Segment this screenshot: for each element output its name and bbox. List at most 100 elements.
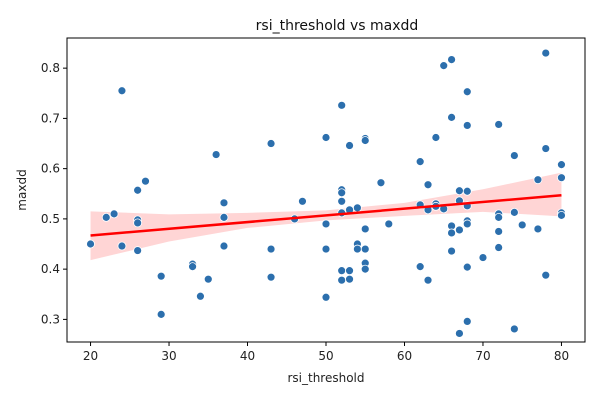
x-axis-ticks: 20 30 40 50 60 70 80: [83, 342, 569, 363]
data-point: [494, 212, 504, 222]
data-point: [337, 100, 347, 110]
data-point: [337, 188, 347, 198]
data-point: [431, 133, 441, 142]
data-point: [188, 262, 197, 272]
data-point: [219, 212, 229, 222]
data-point: [219, 241, 229, 251]
data-point: [494, 120, 504, 129]
y-tick-label: 0.5: [41, 212, 60, 226]
data-point: [455, 329, 464, 338]
data-point: [360, 136, 370, 145]
data-point: [455, 225, 464, 235]
data-point: [141, 176, 150, 186]
data-point: [541, 48, 551, 58]
data-point: [439, 61, 449, 71]
data-point: [86, 239, 95, 249]
data-point: [533, 175, 543, 185]
data-point: [509, 151, 519, 160]
data-point: [133, 218, 143, 228]
x-tick-label: 80: [554, 349, 569, 363]
data-points-layer: [86, 48, 566, 338]
data-point: [345, 274, 354, 284]
data-point: [321, 219, 331, 229]
data-point: [462, 121, 472, 130]
data-point: [509, 324, 519, 334]
data-point: [462, 262, 472, 272]
data-point: [557, 210, 566, 220]
data-point: [345, 141, 354, 150]
data-point: [109, 209, 119, 219]
data-point: [298, 196, 307, 206]
data-point: [117, 86, 127, 96]
regression-line: [90, 194, 562, 237]
data-point: [415, 262, 425, 272]
y-tick-label: 0.8: [41, 61, 60, 75]
data-point: [219, 198, 229, 208]
data-point: [384, 219, 394, 229]
data-point: [266, 272, 276, 282]
data-point: [462, 87, 472, 97]
data-point: [133, 185, 143, 195]
data-point: [337, 196, 347, 206]
data-point: [541, 144, 551, 153]
data-point: [101, 212, 111, 222]
data-point: [462, 186, 472, 196]
data-point: [156, 271, 166, 281]
data-point: [376, 178, 386, 188]
data-point: [447, 112, 456, 122]
y-axis-ticks: 0.3 0.4 0.5 0.6 0.7 0.8: [41, 61, 67, 326]
x-tick-label: 60: [397, 349, 412, 363]
data-point: [360, 224, 370, 234]
x-tick-label: 30: [161, 349, 176, 363]
data-point: [352, 203, 362, 213]
data-point: [337, 275, 347, 285]
data-point: [423, 275, 433, 285]
data-point: [352, 244, 362, 254]
data-point: [360, 244, 370, 254]
data-point: [321, 133, 331, 142]
data-point: [533, 224, 543, 234]
data-point: [455, 186, 464, 196]
data-point: [321, 292, 331, 302]
data-point: [321, 244, 331, 254]
data-point: [266, 139, 276, 148]
data-point: [462, 316, 472, 326]
data-point: [541, 270, 551, 280]
y-tick-label: 0.6: [41, 162, 60, 176]
data-point: [557, 160, 566, 170]
y-tick-label: 0.4: [41, 262, 60, 276]
data-point: [494, 227, 504, 236]
x-tick-label: 50: [318, 349, 333, 363]
x-axis-label: rsi_threshold: [287, 371, 364, 385]
data-point: [462, 219, 472, 229]
x-tick-label: 40: [240, 349, 255, 363]
data-point: [415, 157, 425, 167]
data-point: [117, 241, 127, 251]
data-point: [557, 173, 566, 183]
y-tick-label: 0.7: [41, 111, 60, 125]
data-point: [494, 243, 504, 252]
data-point: [345, 266, 354, 276]
data-point: [337, 266, 347, 276]
data-point: [266, 244, 276, 254]
data-point: [478, 253, 488, 262]
data-point: [423, 180, 433, 190]
regression-line-layer: [90, 194, 562, 237]
data-point: [509, 207, 519, 217]
x-tick-label: 20: [83, 349, 98, 363]
data-point: [156, 309, 166, 319]
x-tick-label: 70: [475, 349, 490, 363]
data-point: [203, 274, 213, 284]
y-axis-label: maxdd: [15, 169, 29, 210]
data-point: [447, 55, 456, 65]
data-point: [447, 246, 456, 256]
chart-title: rsi_threshold vs maxdd: [256, 18, 419, 34]
data-point: [360, 264, 370, 274]
y-tick-label: 0.3: [41, 312, 60, 326]
data-point: [517, 220, 527, 230]
data-point: [196, 291, 205, 301]
data-point: [133, 246, 143, 255]
data-point: [211, 150, 221, 159]
data-point: [447, 228, 456, 238]
